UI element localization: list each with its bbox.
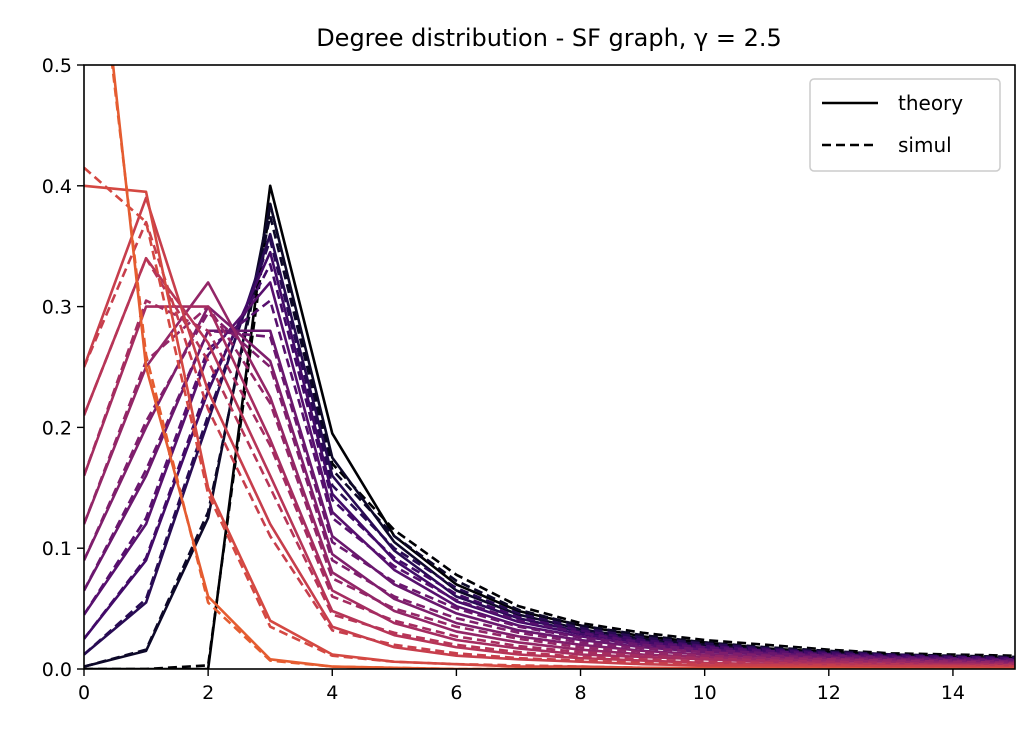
x-tick-label: 12 <box>817 682 841 704</box>
y-axis: 0.0 0.1 0.2 0.3 0.4 0.5 <box>42 55 84 681</box>
y-tick-label: 0.0 <box>42 659 72 681</box>
series-line-simul-11 <box>84 166 1015 669</box>
series-layer <box>84 65 1015 669</box>
chart-title: Degree distribution - SF graph, γ = 2.5 <box>316 24 782 52</box>
x-tick-label: 2 <box>202 682 214 704</box>
legend-simul-label: simul <box>898 133 952 157</box>
series-line-simul-5 <box>84 329 1015 662</box>
y-tick-label: 0.1 <box>42 538 72 560</box>
x-tick-label: 8 <box>574 682 586 704</box>
y-tick-label: 0.4 <box>42 176 72 198</box>
x-tick-label: 4 <box>326 682 338 704</box>
x-tick-label: 0 <box>78 682 90 704</box>
x-tick-label: 10 <box>693 682 717 704</box>
series-line-simul-4 <box>84 299 1015 661</box>
series-line-simul-2 <box>84 238 1015 660</box>
series-line-simul-8 <box>84 299 1015 666</box>
series-line-simul-6 <box>84 311 1015 664</box>
legend: theory simul <box>809 78 1001 172</box>
plot-frame <box>83 64 1016 670</box>
x-tick-label: 14 <box>941 682 965 704</box>
legend-theory-label: theory <box>898 91 963 115</box>
series-line-simul-0 <box>84 202 1015 669</box>
x-tick-label: 6 <box>450 682 462 704</box>
series-line-theory-12 <box>111 65 1015 669</box>
series-line-simul-3 <box>84 263 1015 660</box>
series-line-simul-9 <box>84 256 1015 667</box>
series-line-simul-12 <box>110 65 1015 669</box>
y-tick-label: 0.2 <box>42 417 72 439</box>
y-tick-label: 0.3 <box>42 297 72 319</box>
series-line-theory-1 <box>84 202 1015 668</box>
series-line-simul-7 <box>84 305 1015 665</box>
series-line-simul-1 <box>84 214 1015 668</box>
series-line-simul-10 <box>84 220 1015 668</box>
series-line-theory-2 <box>84 232 1015 661</box>
y-tick-label: 0.5 <box>42 55 72 77</box>
x-axis: 0 2 4 6 8 10 12 14 <box>78 669 965 704</box>
